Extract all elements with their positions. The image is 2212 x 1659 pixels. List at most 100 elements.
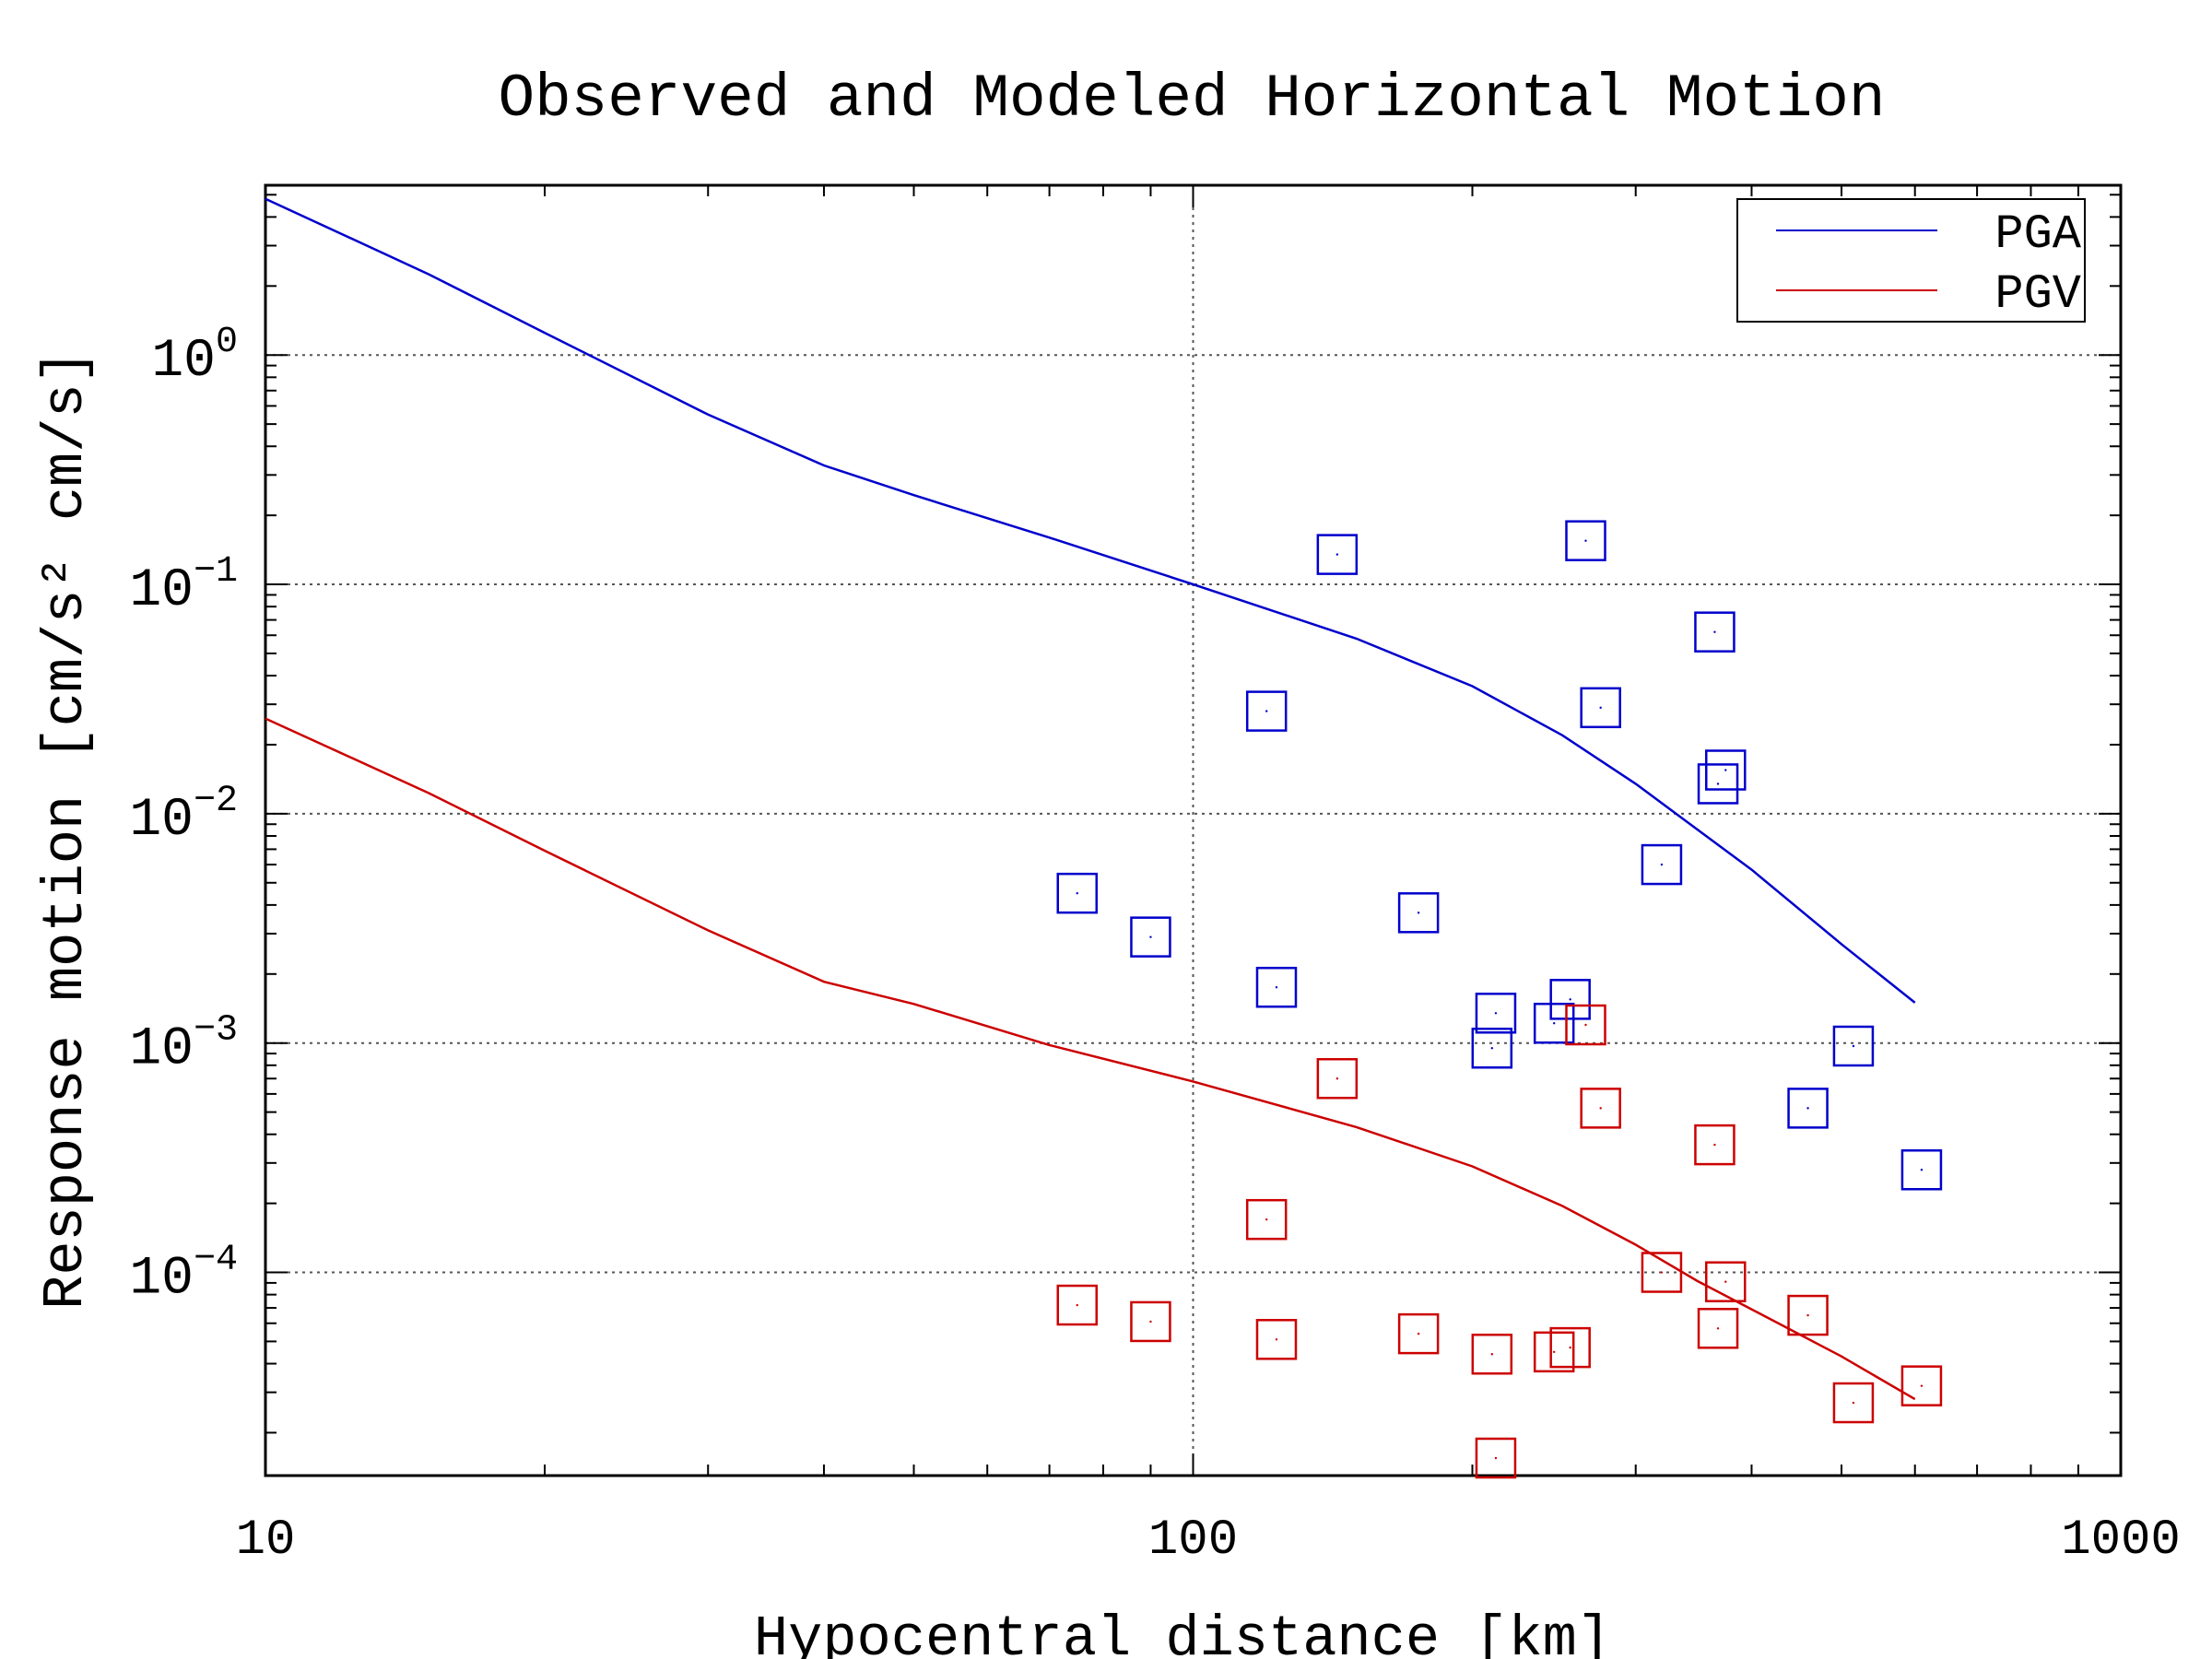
pgv-observed-marker-dot: [1490, 1353, 1494, 1356]
y-tick-label: 10−2: [129, 781, 238, 851]
pgv-observed-marker: [1255, 1319, 1298, 1360]
pga-observed-marker-dot: [1490, 1047, 1494, 1050]
pgv-observed-marker-dot: [1552, 1350, 1556, 1354]
y-tick-label: 10−3: [129, 1010, 238, 1080]
pgv-observed-marker: [1580, 1088, 1621, 1129]
line-pga: [265, 197, 1916, 1004]
pgv-observed-marker: [1565, 1004, 1606, 1046]
pga-observed-marker-dot: [1713, 630, 1716, 633]
y-axis-label: Response motion [cm/s² cm/s]: [33, 349, 99, 1310]
pga-observed-marker-dot: [1149, 935, 1152, 938]
axis-ticks: [265, 185, 2121, 1476]
pgv-observed-marker: [1471, 1333, 1513, 1375]
x-tick-label: 10: [236, 1512, 296, 1569]
pgv-observed-marker: [1245, 1198, 1288, 1241]
pgv-observed-marker-dot: [1584, 1023, 1587, 1027]
pgv-observed-marker: [1056, 1284, 1098, 1326]
pga-observed-marker: [1641, 843, 1683, 886]
pga-observed-marker-dot: [1806, 1107, 1809, 1110]
pga-observed-marker-dot: [1417, 912, 1420, 914]
pga-observed-marker: [1787, 1088, 1829, 1129]
pgv-observed-marker-dot: [1713, 1143, 1716, 1147]
pgv-observed-marker-dot: [1806, 1313, 1809, 1317]
pgv-observed-marker: [1397, 1312, 1440, 1355]
pga-observed-marker-dot: [1584, 539, 1587, 542]
pga-observed-marker-dot: [1569, 998, 1571, 1001]
pgv-observed-marker-dot: [1149, 1320, 1152, 1324]
pga-observed-marker: [1580, 687, 1621, 729]
pga-observed-marker-dot: [1724, 769, 1727, 771]
pgv-observed-marker: [1697, 1308, 1739, 1349]
pgv-observed-marker: [1533, 1331, 1575, 1373]
pgv-observed-marker: [1475, 1437, 1517, 1479]
legend-box: [1736, 198, 2086, 323]
pga-observed-marker-dot: [1920, 1169, 1924, 1171]
pgv-observed-marker-dot: [1660, 1271, 1664, 1274]
pgv-observed-marker-dot: [1724, 1280, 1727, 1283]
grid: [265, 185, 2121, 1476]
pga-observed-marker-dot: [1716, 782, 1720, 785]
pga-observed-marker-dot: [1335, 553, 1339, 556]
pgv-observed-marker-dot: [1265, 1218, 1268, 1221]
legend-label-pgv: PGV: [1994, 267, 2081, 322]
pga-observed-marker: [1130, 916, 1171, 958]
x-axis-label: Hypocentral distance [km]: [754, 1606, 1611, 1659]
y-tick-label: 100: [151, 322, 238, 392]
pgv-observed-marker-dot: [1599, 1107, 1602, 1110]
pgv-observed-marker-dot: [1569, 1346, 1571, 1349]
pgv-observed-marker-dot: [1494, 1456, 1498, 1460]
pgv-observed-marker: [1705, 1261, 1747, 1302]
pga-observed-marker-dot: [1552, 1022, 1556, 1025]
pgv-observed-marker: [1900, 1365, 1943, 1406]
pga-observed-marker-dot: [1494, 1012, 1498, 1015]
pga-observed-marker-dot: [1660, 863, 1664, 866]
pga-observed-marker: [1475, 993, 1517, 1034]
y-tick-labels: 100 10−1 10−2 10−3 10−4: [129, 322, 238, 1309]
pgv-observed-marker: [1787, 1294, 1829, 1336]
legend: PGA PGV: [1736, 198, 2086, 323]
x-tick-labels: 10 100 1000: [236, 1512, 2181, 1569]
pgv-observed-marker-dot: [1076, 1303, 1078, 1307]
pgv-observed-marker: [1694, 1124, 1735, 1166]
pga-observed-marker: [1471, 1027, 1513, 1069]
chart-title: Observed and Modeled Horizontal Motion: [498, 65, 1885, 134]
y-tick-label: 10−1: [129, 551, 238, 621]
pga-observed-marker: [1697, 763, 1739, 805]
pga-observed-marker-dot: [1076, 891, 1078, 895]
y-tick-label: 10−4: [129, 1240, 238, 1310]
pga-observed-marker: [1900, 1149, 1943, 1191]
pga-observed-marker-dot: [1265, 710, 1268, 712]
pga-observed-marker-dot: [1275, 986, 1278, 989]
pga-observed-marker: [1255, 966, 1298, 1008]
pgv-observed-marker-dot: [1275, 1338, 1278, 1341]
pgv-observed-marker-dot: [1335, 1077, 1339, 1080]
pga-observed-marker: [1565, 520, 1606, 561]
pga-observed-marker: [1694, 611, 1735, 653]
legend-label-pga: PGA: [1994, 207, 2081, 262]
pgv-observed-marker: [1549, 1326, 1591, 1369]
pgv-observed-marker: [1832, 1382, 1875, 1424]
pgv-observed-marker: [1641, 1252, 1683, 1293]
pgv-observed-marker-dot: [1417, 1332, 1420, 1335]
pga-observed-marker-dot: [1852, 1044, 1855, 1048]
pgv-observed-marker-dot: [1716, 1327, 1720, 1330]
observed-markers: [1056, 520, 1943, 1479]
pga-observed-marker-dot: [1599, 706, 1602, 710]
pga-observed-marker: [1832, 1025, 1875, 1067]
model-lines: [265, 197, 1916, 1401]
pga-observed-marker: [1056, 872, 1098, 914]
pga-observed-marker: [1549, 979, 1591, 1020]
x-tick-label: 1000: [2061, 1512, 2181, 1569]
line-pgv: [265, 717, 1916, 1401]
pga-observed-marker: [1316, 534, 1359, 575]
pga-observed-marker: [1533, 1002, 1575, 1044]
pga-observed-marker: [1245, 690, 1288, 732]
pga-observed-marker: [1705, 749, 1747, 791]
pgv-observed-marker-dot: [1852, 1401, 1855, 1405]
pgv-observed-marker: [1130, 1300, 1171, 1343]
pgv-observed-marker-dot: [1920, 1384, 1924, 1387]
x-tick-label: 100: [1148, 1512, 1238, 1569]
pga-observed-marker: [1397, 892, 1440, 934]
pgv-observed-marker: [1316, 1057, 1359, 1100]
